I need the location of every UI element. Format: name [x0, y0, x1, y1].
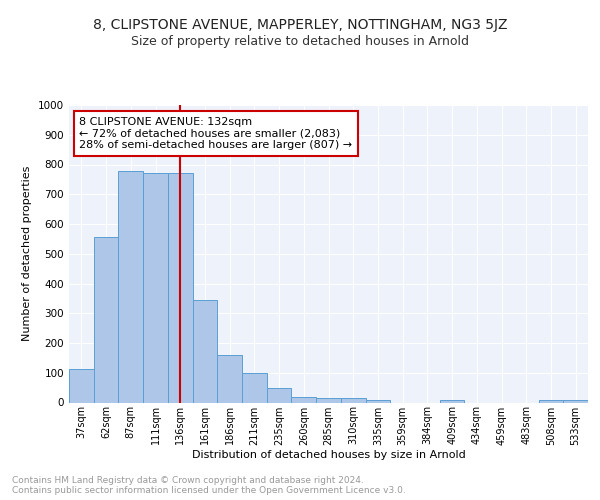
Bar — [217, 355, 242, 403]
Bar — [69, 369, 94, 402]
Bar — [563, 400, 588, 402]
Bar — [539, 400, 563, 402]
Bar — [267, 388, 292, 402]
Text: 8 CLIPSTONE AVENUE: 132sqm
← 72% of detached houses are smaller (2,083)
28% of s: 8 CLIPSTONE AVENUE: 132sqm ← 72% of deta… — [79, 117, 353, 150]
Bar — [143, 174, 168, 402]
Bar — [440, 400, 464, 402]
Bar — [341, 398, 365, 402]
Bar — [242, 374, 267, 402]
Bar — [168, 174, 193, 402]
Y-axis label: Number of detached properties: Number of detached properties — [22, 166, 32, 342]
X-axis label: Distribution of detached houses by size in Arnold: Distribution of detached houses by size … — [191, 450, 466, 460]
Bar — [365, 400, 390, 402]
Text: Contains HM Land Registry data © Crown copyright and database right 2024.
Contai: Contains HM Land Registry data © Crown c… — [12, 476, 406, 495]
Bar — [94, 237, 118, 402]
Bar — [316, 398, 341, 402]
Bar — [292, 396, 316, 402]
Text: Size of property relative to detached houses in Arnold: Size of property relative to detached ho… — [131, 35, 469, 48]
Bar — [118, 171, 143, 402]
Bar — [193, 300, 217, 402]
Text: 8, CLIPSTONE AVENUE, MAPPERLEY, NOTTINGHAM, NG3 5JZ: 8, CLIPSTONE AVENUE, MAPPERLEY, NOTTINGH… — [93, 18, 507, 32]
